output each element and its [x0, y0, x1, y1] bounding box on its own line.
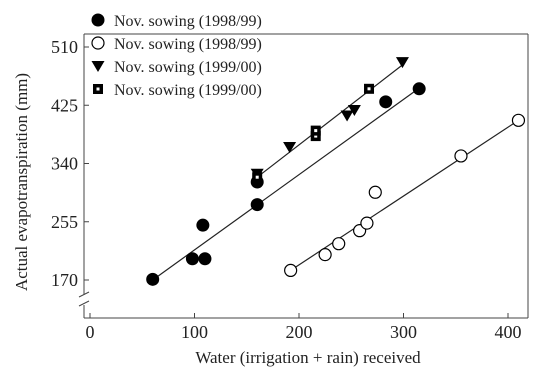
y-tick-label: 170: [51, 270, 78, 290]
data-point-series-3: [395, 57, 409, 69]
data-point-series-1: [146, 272, 160, 286]
legend-label-series-4: Nov. sowing (1999/00): [114, 82, 262, 99]
x-tick-label: 400: [495, 322, 522, 342]
legend-marker-series-3: [91, 61, 105, 72]
legend-marker-series-1: [91, 13, 105, 27]
data-point-series-4-center: [314, 129, 318, 133]
data-point-series-2: [332, 237, 346, 251]
data-point-series-2: [318, 248, 332, 262]
legend-marker-series-4-center: [96, 87, 100, 91]
fit-line-series-1: [152, 87, 420, 281]
legend-label-series-2: Nov. sowing (1998/99): [114, 36, 262, 53]
data-point-series-1: [196, 218, 210, 232]
data-point-series-1: [198, 252, 212, 266]
y-axis-break-mark: [78, 300, 90, 307]
legend-label-series-3: Nov. sowing (1999/00): [114, 59, 262, 76]
legend-marker-series-2: [91, 36, 105, 50]
y-tick-label: 425: [51, 95, 78, 115]
y-tick-label: 340: [51, 154, 78, 174]
data-point-series-1: [250, 198, 264, 212]
x-tick-label: 200: [286, 322, 313, 342]
data-point-series-2: [368, 185, 382, 199]
data-point-series-4-center: [255, 175, 259, 179]
data-point-series-1: [185, 252, 199, 266]
data-point-series-2: [284, 263, 298, 278]
data-point-series-4-center: [367, 87, 371, 91]
data-point-series-1: [379, 95, 393, 109]
y-tick-label: 510: [51, 37, 78, 57]
data-point-series-3: [340, 110, 354, 122]
x-axis-title: Water (irrigation + rain) received: [195, 348, 421, 367]
data-point-series-1: [412, 82, 426, 96]
data-point-series-3: [283, 142, 297, 154]
x-tick-label: 100: [181, 322, 208, 342]
data-point-series-4-center: [314, 134, 318, 138]
fit-line-series-3: [256, 63, 404, 178]
y-tick-label: 255: [51, 212, 78, 232]
y-axis-break-mark: [78, 291, 90, 298]
data-point-series-2: [360, 216, 374, 230]
data-point-series-2: [454, 149, 468, 163]
x-tick-label: 300: [390, 322, 417, 342]
x-tick-label: 0: [86, 322, 95, 342]
legend-label-series-1: Nov. sowing (1998/99): [114, 13, 262, 30]
data-point-series-2: [511, 113, 526, 127]
y-axis-title: Actual evapotranspiration (mm): [12, 73, 31, 291]
data-point-series-3: [347, 105, 361, 117]
fit-line-series-2: [290, 119, 519, 271]
